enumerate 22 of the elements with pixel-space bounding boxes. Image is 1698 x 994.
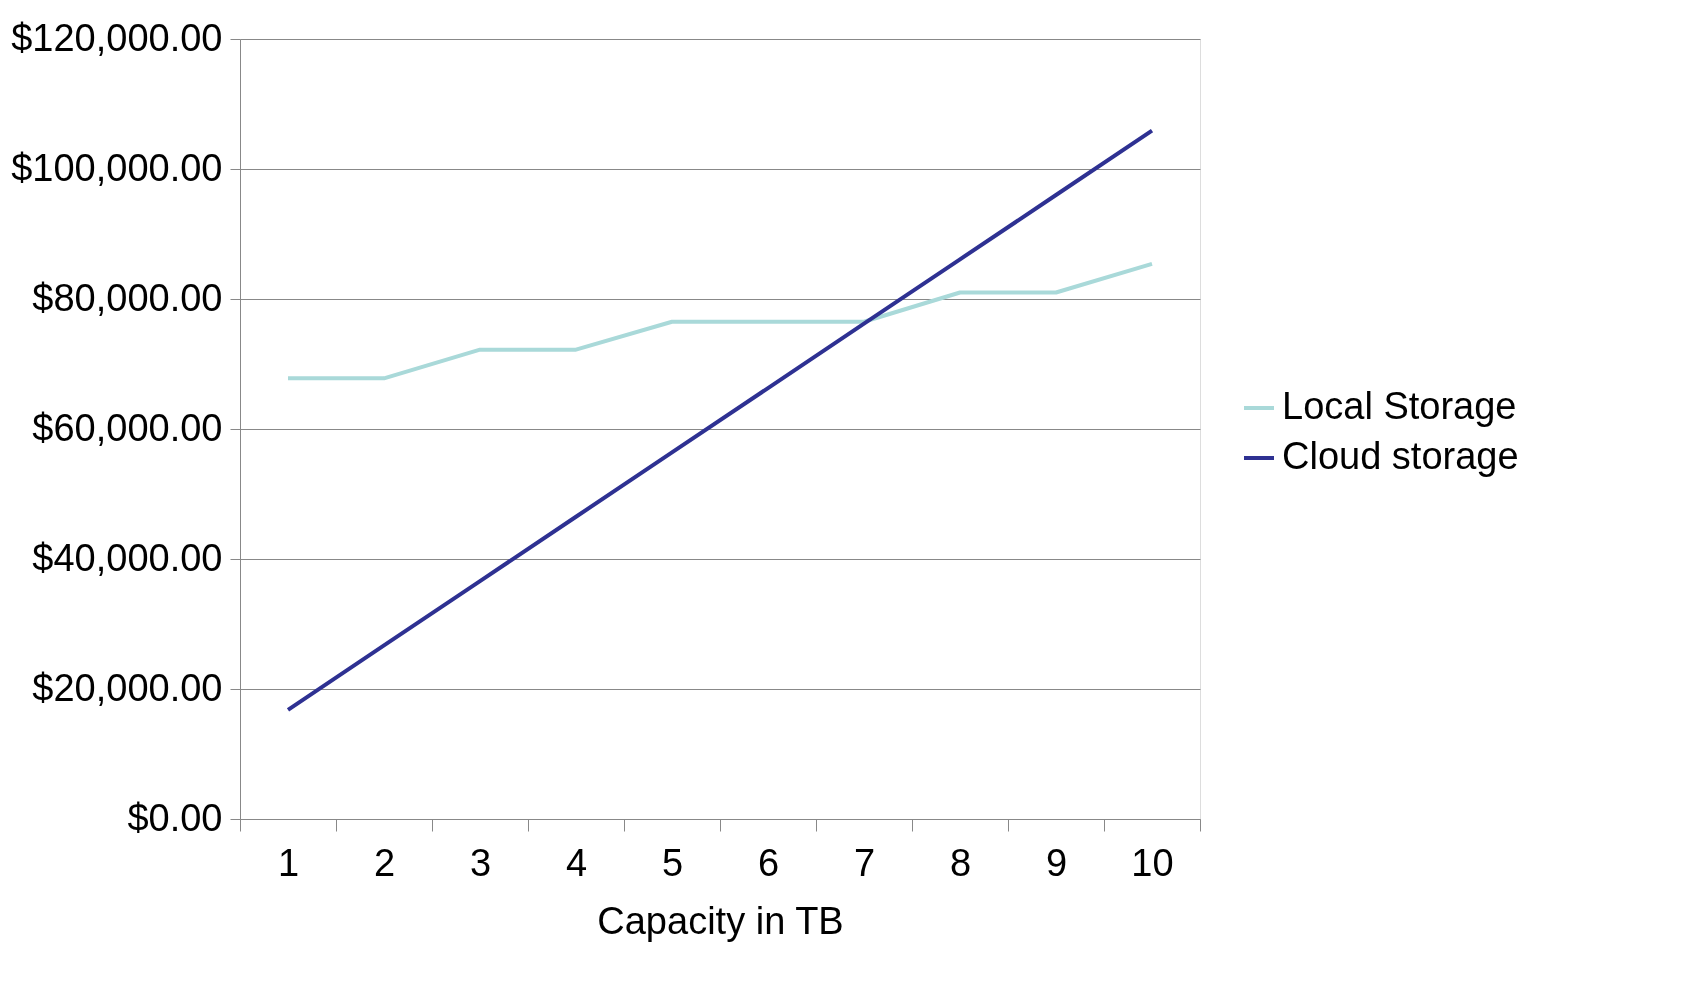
- line-series: [286, 261, 1154, 381]
- line-series: [286, 128, 1154, 712]
- y-tick-label: $40,000.00: [32, 536, 223, 579]
- x-tick-label: 5: [661, 841, 684, 884]
- y-tick-label: $60,000.00: [32, 406, 223, 449]
- x-tick-label: 9: [1045, 841, 1068, 884]
- x-tick-label: 4: [565, 841, 588, 884]
- y-tick-label: $120,000.00: [11, 16, 223, 59]
- legend-label: Local Storage: [1282, 385, 1517, 427]
- x-tick-label: 6: [757, 841, 780, 884]
- y-tick-label: $100,000.00: [11, 146, 223, 189]
- x-tick-label: 1: [277, 841, 300, 884]
- y-tick-label: $20,000.00: [32, 666, 223, 709]
- x-tick-label: 7: [853, 841, 876, 884]
- y-tick-label: $0.00: [127, 796, 223, 839]
- x-tick-label: 10: [1131, 841, 1174, 884]
- y-tick-label: $80,000.00: [32, 276, 223, 319]
- x-tick-label: 8: [949, 841, 972, 884]
- legend-label: Cloud storage: [1282, 435, 1519, 477]
- x-tick-label: 2: [373, 841, 396, 884]
- x-tick-label: 3: [469, 841, 492, 884]
- x-axis-title: Capacity in TB: [597, 899, 844, 942]
